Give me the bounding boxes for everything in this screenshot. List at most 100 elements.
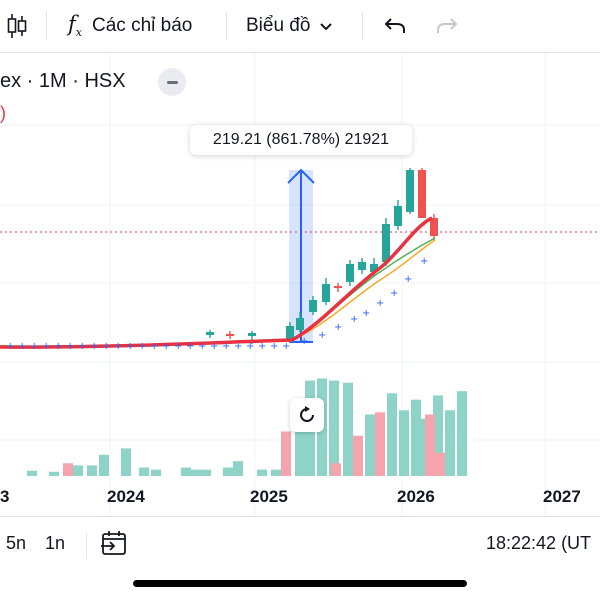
sar-point: + — [198, 341, 206, 352]
sar-point: + — [174, 341, 182, 352]
candle-body — [418, 170, 426, 218]
volume-bar — [425, 414, 435, 476]
sar-point: + — [66, 341, 74, 352]
candle-body — [358, 262, 366, 270]
ma-mid — [0, 237, 436, 347]
reset-chart-button[interactable] — [290, 398, 324, 432]
redo-icon[interactable] — [436, 0, 458, 52]
x-axis-label: 2026 — [397, 487, 435, 506]
volume-bar — [99, 454, 109, 476]
volume-bar — [343, 382, 353, 476]
candle-body — [296, 318, 304, 330]
chart-type-label: Biểu đồ — [246, 15, 311, 36]
sar-point: + — [78, 341, 86, 352]
volume-bar — [365, 414, 375, 476]
measure-arrow — [287, 168, 315, 184]
sar-point: + — [138, 341, 146, 352]
sar-point: + — [234, 341, 242, 352]
sar-point: + — [114, 341, 122, 352]
sar-point: + — [30, 341, 38, 352]
x-axis-label: 2025 — [250, 487, 288, 506]
indicators-button[interactable]: fx Các chỉ báo — [68, 0, 192, 52]
go-to-date-icon[interactable] — [100, 530, 128, 561]
chart-type-dropdown[interactable]: Biểu đồ — [246, 0, 333, 52]
candlestick-icon[interactable] — [6, 0, 28, 52]
symbol-legend[interactable]: ex · 1M · HSX — [0, 70, 126, 92]
measure-label: 219.21 (861.78%) 21921 — [190, 125, 412, 155]
fx-icon: fx — [68, 12, 82, 40]
volume-bar — [457, 391, 467, 476]
toolbar-separator — [362, 12, 363, 40]
candle-body — [248, 333, 256, 336]
sar-point: + — [318, 330, 326, 341]
sar-point: + — [390, 288, 398, 299]
sar-point: + — [54, 341, 62, 352]
toolbar-separator — [46, 12, 47, 40]
sar-point: + — [282, 341, 290, 352]
volume-bar — [399, 410, 409, 476]
sar-point: + — [210, 341, 218, 352]
candle-body — [406, 170, 414, 212]
volume-bar — [331, 463, 341, 476]
home-indicator — [133, 580, 467, 587]
sar-point: + — [300, 336, 308, 347]
legend-indicator-value: ) — [0, 103, 6, 123]
sar-point: + — [102, 341, 110, 352]
sar-point: + — [420, 256, 428, 267]
candle-body — [322, 284, 330, 302]
undo-icon[interactable] — [384, 0, 406, 52]
top-toolbar: fx Các chỉ báo Biểu đồ — [0, 0, 600, 52]
volume-bar — [353, 435, 363, 476]
candle-body — [430, 218, 438, 236]
candle-body — [370, 264, 378, 272]
sar-point: + — [362, 308, 370, 319]
volume-bar — [329, 380, 339, 476]
volume-bar — [151, 469, 161, 476]
bottom-separator — [86, 533, 87, 559]
sar-point: + — [376, 298, 384, 309]
sar-point: + — [150, 341, 158, 352]
volume-bar — [223, 467, 233, 476]
volume-bar — [387, 393, 397, 476]
sar-point: + — [18, 341, 26, 352]
sar-point: + — [222, 341, 230, 352]
candle-body — [206, 332, 214, 335]
candle-body — [226, 334, 234, 336]
sar-point: + — [162, 341, 170, 352]
volume-bar — [49, 471, 59, 476]
candle-body — [346, 264, 354, 282]
sar-point: + — [246, 341, 254, 352]
volume-bar — [411, 399, 421, 476]
sar-point: + — [42, 341, 50, 352]
ma-long — [0, 239, 436, 347]
volume-bar — [271, 469, 281, 476]
range-5n-button[interactable]: 5n — [6, 533, 27, 553]
range-1n-button[interactable]: 1n — [45, 533, 66, 553]
volume-bar — [201, 469, 211, 476]
x-axis-label: 3 — [0, 487, 10, 506]
sar-point: + — [334, 322, 342, 333]
sar-point: + — [350, 314, 358, 325]
volume-bar — [295, 429, 305, 476]
volume-bar — [139, 467, 149, 476]
candle-body — [394, 206, 402, 226]
clock-time[interactable]: 18:22:42 (UT — [486, 533, 592, 553]
candle-body — [334, 286, 342, 288]
volume-bar — [63, 463, 73, 476]
collapse-legend-button[interactable] — [158, 68, 186, 96]
candle-body — [286, 326, 294, 340]
ma-short — [0, 216, 433, 349]
volume-bar — [233, 461, 243, 476]
sar-point: + — [258, 341, 266, 352]
sar-point: + — [126, 341, 134, 352]
volume-bar — [191, 469, 201, 476]
indicators-label: Các chỉ báo — [92, 15, 193, 36]
chevron-down-icon — [320, 15, 333, 37]
volume-bar — [181, 467, 191, 476]
sar-point: + — [6, 341, 14, 352]
volume-bar — [281, 431, 291, 476]
candle-body — [382, 224, 390, 262]
volume-bar — [433, 395, 443, 476]
sar-point: + — [90, 341, 98, 352]
volume-bar — [375, 412, 385, 476]
